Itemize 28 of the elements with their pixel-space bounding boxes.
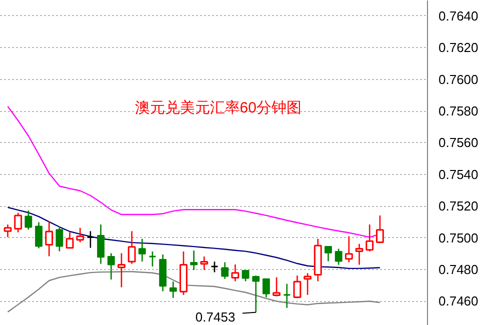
y-tick-label: 0.7480 [438, 262, 478, 278]
y-tick-label: 0.7600 [438, 72, 478, 87]
candlestick [76, 227, 84, 243]
line-series [7, 206, 381, 270]
candlestick [169, 280, 177, 299]
annotation: 0.7453 [195, 310, 236, 325]
candlestick [231, 264, 240, 282]
y-tick-label: 0.7620 [438, 40, 478, 56]
candlestick [159, 254, 167, 292]
candlestick [118, 252, 126, 288]
text: 澳元兑美元汇率60分钟图 [134, 99, 302, 116]
candlestick [355, 243, 364, 266]
y-tick-label: 0.7640 [438, 8, 478, 24]
y-tick-label: 0.7500 [438, 230, 478, 246]
candlestick [35, 222, 42, 249]
candlestick [190, 250, 198, 271]
candlestick [221, 262, 229, 280]
candlestick [282, 283, 291, 309]
y-tick-label: 0.7540 [438, 166, 478, 182]
y-tick-label: 0.7460 [438, 294, 478, 309]
candlestick [97, 224, 104, 264]
candlestick [138, 238, 146, 262]
candlestick [107, 252, 115, 280]
candlestick [45, 220, 54, 257]
y-tick-label: 0.7580 [438, 104, 478, 118]
candlestick [200, 256, 208, 271]
y-tick-label: 0.7560 [438, 135, 478, 150]
y-tick-label: 0.7520 [438, 198, 478, 214]
